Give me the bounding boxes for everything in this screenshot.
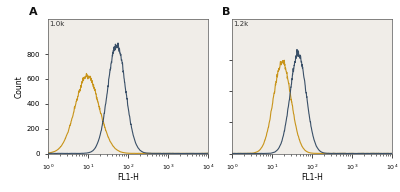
Text: A: A <box>29 7 38 17</box>
Text: 1.0k: 1.0k <box>50 21 65 26</box>
X-axis label: FL1-H: FL1-H <box>301 173 323 182</box>
Text: 1.2k: 1.2k <box>234 21 249 26</box>
Text: B: B <box>222 7 231 17</box>
X-axis label: FL1-H: FL1-H <box>117 173 139 182</box>
Y-axis label: Count: Count <box>14 75 23 98</box>
